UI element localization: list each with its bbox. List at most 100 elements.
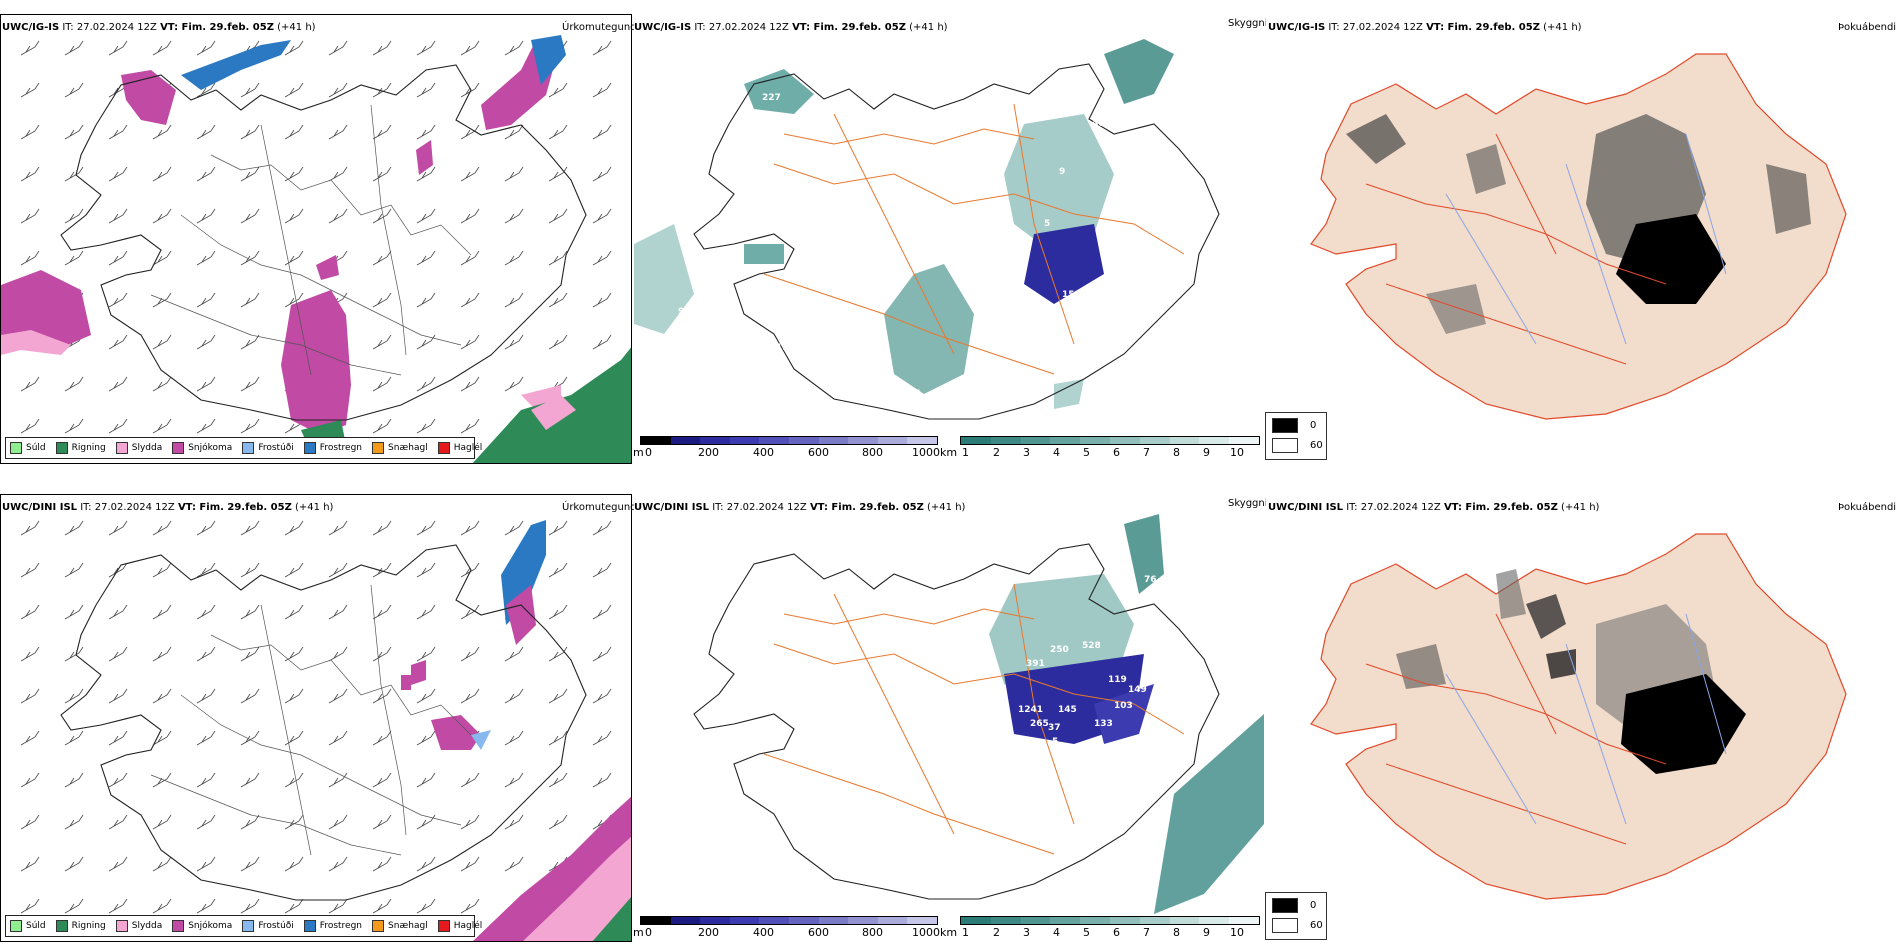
cloud-label: 119 [1108,675,1127,685]
wind-barb [64,166,84,182]
wind-barb [108,250,128,266]
ceiling-visibility-map-1: 227 408 175 9 5 90 84 0 154 7 934 112 70… [634,14,1264,464]
wind-barb [592,604,612,620]
fog-map-svg-2 [1310,533,1847,900]
colorbar-cell [700,437,730,444]
valid-time: VT: Fim. 29.feb. 05Z [177,502,292,513]
colorbar-cell [1050,917,1081,924]
legend-label: Snæhagl [388,443,428,453]
wind-barb [328,772,348,788]
legend-item-sudd: Súld [10,442,46,454]
wind-barb [64,250,84,266]
visibility-tick: 9 [1203,926,1210,939]
colorbar-cell [1020,917,1051,924]
ceiling-tick: 0 [645,926,652,939]
wind-barb [240,334,260,350]
legend-item-snjokoma: Snjókoma [172,920,232,932]
legend-label: Súld [26,443,46,453]
wind-barb [20,772,40,788]
init-time: IT: 27.02.2024 12Z [1328,22,1423,33]
wind-barb [372,772,392,788]
wind-barb [372,898,392,914]
wind-barb [152,124,172,140]
colorbar-cell [759,917,789,924]
wind-barb [460,418,480,434]
init-time: IT: 27.02.2024 12Z [712,502,807,513]
wind-barb [284,772,304,788]
colorbar-cell [759,437,789,444]
wind-barb [108,646,128,662]
wind-barb [20,250,40,266]
wind-barb [328,898,348,914]
wind-barb [284,82,304,98]
wind-barb [504,376,524,392]
panel-header-1a: UWC/IG-IS IT: 27.02.2024 12Z VT: Fim. 29… [2,22,316,33]
wind-barb [20,208,40,224]
wind-barb [240,730,260,746]
wind-barb [64,898,84,914]
wind-barb [240,208,260,224]
wind-barb [196,772,216,788]
wind-barb [372,82,392,98]
wind-barb [372,376,392,392]
wind-barb [152,166,172,182]
wind-barb [240,562,260,578]
fog-indicator-map-2 [1266,494,1900,942]
wind-barb [152,772,172,788]
cloud-label: 9 [1059,167,1065,177]
wind-barb [152,730,172,746]
cloud-label: 157 [946,689,965,699]
wind-barb [548,646,568,662]
precip-type-map-2: Súld Rigning Slydda Snjókoma Frostúði Fr… [0,494,632,942]
wind-barb [152,898,172,914]
legend-label: Slydda [131,443,163,453]
panel-title-visibility-2: Skyggni [1228,498,1268,509]
wind-barb [592,208,612,224]
wind-barb [592,82,612,98]
colorbar-cell [670,437,701,444]
panel-header-1c: UWC/IG-IS IT: 27.02.2024 12Z VT: Fim. 29… [1268,22,1582,33]
model-name: UWC/IG-IS [1268,22,1326,33]
wind-barb [20,376,40,392]
colorbar-cell [1109,917,1140,924]
ceiling-tick: 1000 [912,446,940,459]
init-time: IT: 27.02.2024 12Z [1346,502,1441,513]
valid-time: VT: Fim. 29.feb. 05Z [1426,22,1540,33]
model-name: UWC/DINI ISL [2,502,78,513]
wind-barb [372,334,392,350]
wind-barb [240,814,260,830]
wind-barb [152,250,172,266]
visibility-tick: 2 [993,926,1000,939]
legend-item-slydda: Slydda [115,442,163,454]
legend-item-slydda: Slydda [115,920,162,932]
cloud-label: 133 [1094,719,1113,729]
wind-barb [108,688,128,704]
wind-barb [548,292,568,308]
colorbar-cell [1080,917,1110,924]
legend-swatch [115,442,128,454]
wind-barb [108,166,128,182]
wind-barb [328,82,348,98]
wind-barb [240,166,260,182]
wind-barb [372,688,392,704]
ceiling-unit-label: m [633,926,644,939]
wind-barb [372,604,392,620]
cloud-label: 154 [1062,290,1081,300]
wind-barb [504,208,524,224]
ceiling-visibility-map-2: 76 57 23 528 250 391 119 149 103 157 124… [634,494,1264,942]
panel-header-2b: UWC/DINI ISL IT: 27.02.2024 12Z VT: Fim.… [634,502,965,513]
fog-legend-2: 0 60 [1265,892,1327,940]
wind-barb [196,376,216,392]
wind-barb [416,40,436,56]
wind-barb [284,208,304,224]
wind-barb [196,292,216,308]
wind-barb [240,292,260,308]
legend-item-haglel: Haglél [437,442,482,454]
wind-barb [152,856,172,872]
panel-header-1b: UWC/IG-IS IT: 27.02.2024 12Z VT: Fim. 29… [634,22,948,33]
wind-barb [372,208,392,224]
cloud-label: 227 [762,93,781,103]
wind-barb [548,730,568,746]
colorbar-cell [788,437,819,444]
wind-barb [108,292,128,308]
